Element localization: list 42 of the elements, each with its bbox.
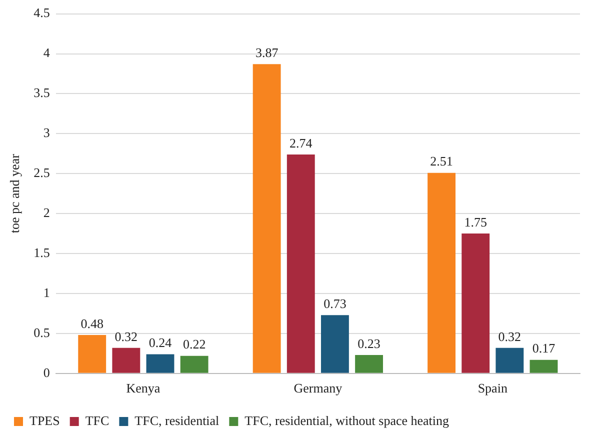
bar (78, 335, 106, 373)
bar (180, 356, 208, 373)
data-label: 0.23 (358, 336, 380, 351)
y-tick-label: 4.5 (34, 5, 50, 20)
bar (428, 172, 456, 373)
data-label: 0.24 (148, 335, 172, 350)
y-tick-label: 1.5 (34, 244, 50, 260)
data-label: 0.32 (114, 328, 138, 344)
data-label: 2.51 (430, 154, 453, 169)
bar (320, 315, 349, 373)
data-label: 0.22 (182, 336, 206, 352)
y-tick-label: 3.5 (34, 85, 50, 100)
data-label: 1.75 (464, 214, 487, 230)
legend-label: TPES (30, 412, 60, 428)
x-tick-label: Spain (478, 380, 508, 396)
y-tick-label: 1 (43, 284, 50, 300)
bar (462, 234, 490, 373)
bar (252, 64, 281, 373)
x-tick-label: Kenya (126, 380, 160, 396)
data-label: 0.48 (80, 316, 104, 331)
data-label: 0.32 (498, 328, 522, 344)
data-label: 0.17 (532, 340, 556, 356)
data-label: 0.73 (324, 296, 346, 311)
y-tick-label: 4 (43, 45, 50, 60)
bar (286, 154, 315, 373)
legend-label: TFC, residential (134, 412, 220, 428)
data-label: 3.87 (255, 45, 279, 60)
legend-label: TFC (85, 412, 110, 428)
data-label: 2.74 (290, 135, 313, 150)
y-tick-label: 0 (43, 364, 50, 380)
y-tick-label: 2 (43, 205, 50, 220)
y-tick-label: 2.5 (34, 165, 50, 180)
y-tick-label: 3 (43, 125, 50, 140)
bar (355, 355, 383, 373)
bar (496, 348, 524, 373)
y-tick-label: 0.5 (34, 324, 50, 340)
y-axis-title: toe pc and year (7, 153, 22, 234)
bar (530, 360, 558, 373)
bar (112, 348, 140, 373)
bar (146, 354, 174, 373)
x-tick-label: Germany (294, 380, 343, 396)
legend-label: TFC, residential, without space heating (244, 412, 450, 428)
